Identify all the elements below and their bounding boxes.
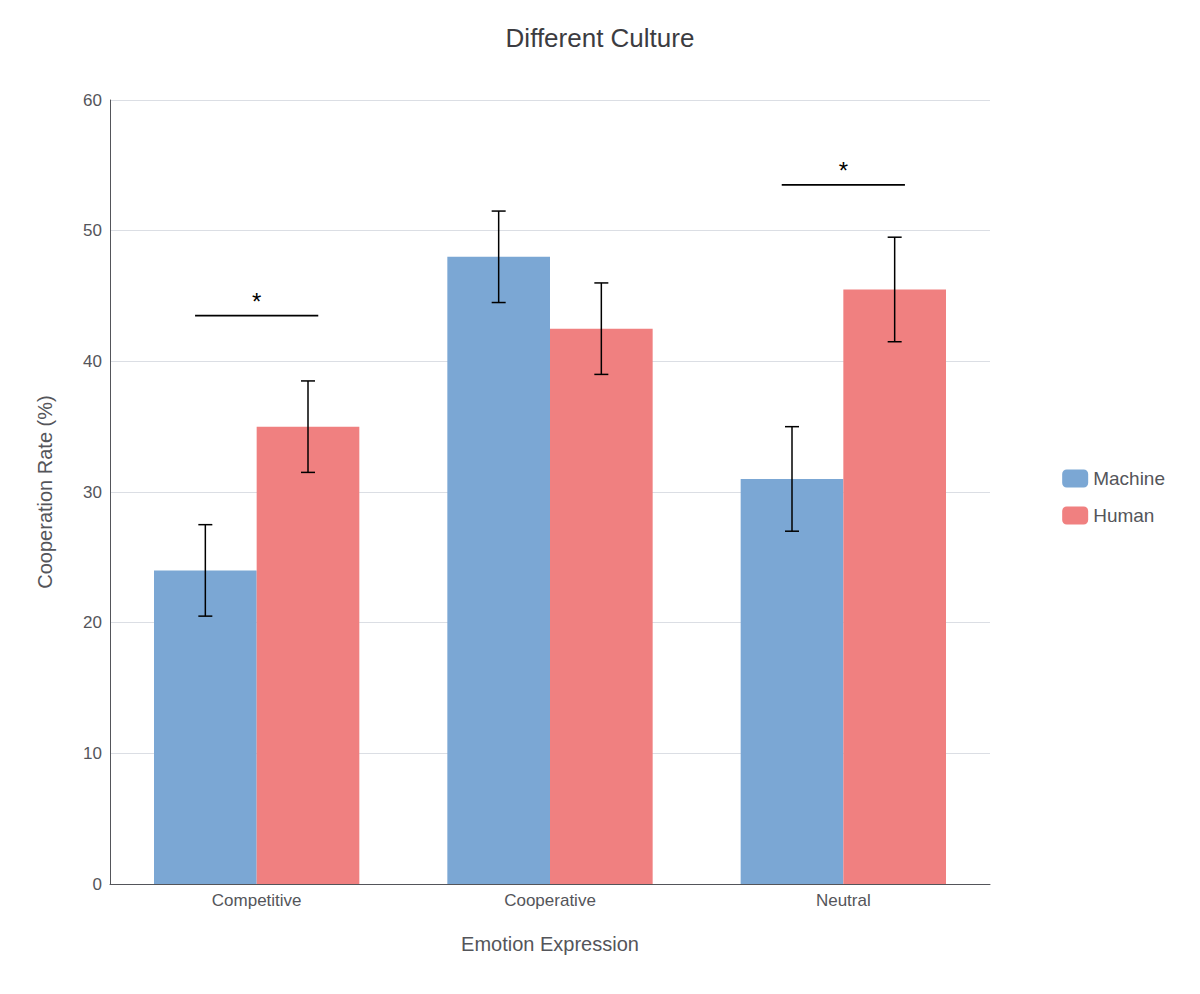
svg-text:Emotion Expression: Emotion Expression (461, 933, 639, 955)
svg-text:*: * (252, 288, 261, 315)
svg-text:50: 50 (83, 221, 102, 240)
svg-text:Neutral: Neutral (816, 891, 871, 910)
svg-text:Machine: Machine (1093, 468, 1165, 489)
svg-text:*: * (839, 157, 848, 184)
svg-text:30: 30 (83, 483, 102, 502)
svg-text:Different Culture: Different Culture (506, 23, 695, 53)
svg-text:20: 20 (83, 613, 102, 632)
svg-text:Cooperative: Cooperative (504, 891, 596, 910)
svg-text:40: 40 (83, 352, 102, 371)
svg-text:60: 60 (83, 91, 102, 110)
svg-text:Cooperation Rate (%): Cooperation Rate (%) (34, 395, 56, 588)
svg-text:10: 10 (83, 744, 102, 763)
svg-text:0: 0 (93, 875, 102, 894)
svg-text:Human: Human (1093, 505, 1154, 526)
svg-text:Competitive: Competitive (212, 891, 302, 910)
